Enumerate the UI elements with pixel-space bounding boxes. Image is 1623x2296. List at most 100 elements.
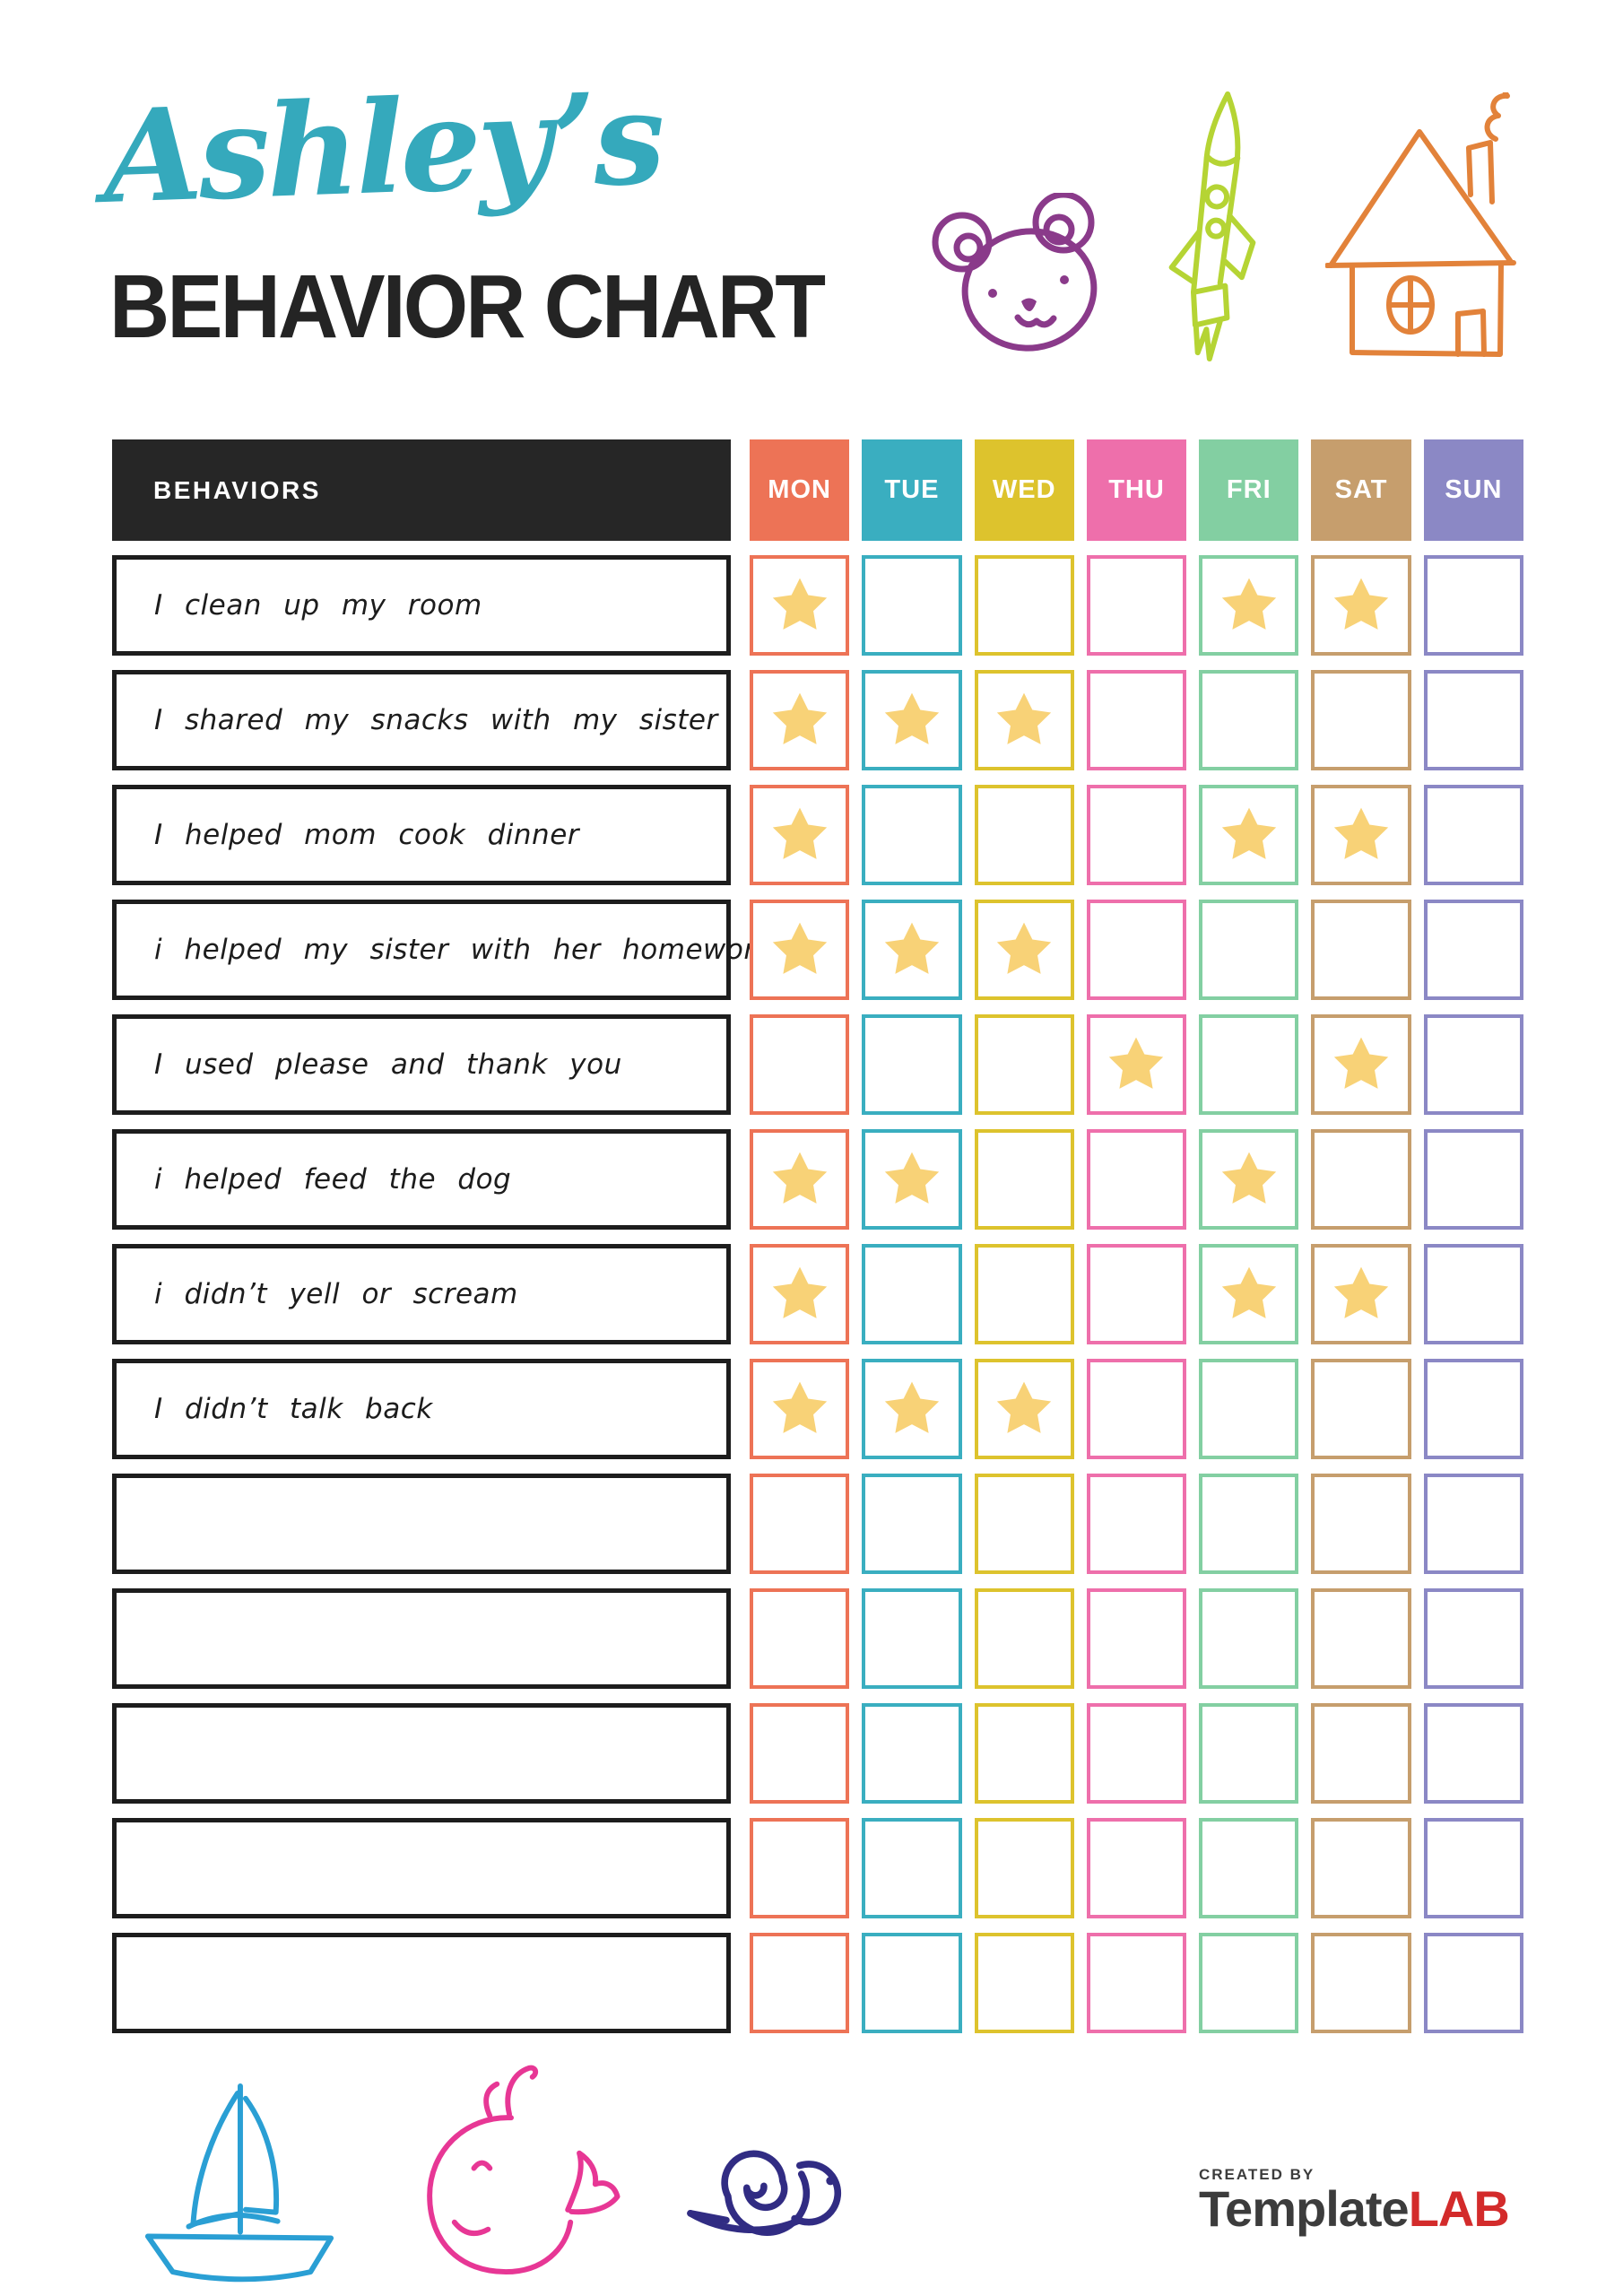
day-header-label: TUE <box>884 475 940 504</box>
day-cells <box>750 1474 1523 1574</box>
day-cell-sat <box>1311 785 1411 885</box>
day-cell-tue <box>862 1474 962 1574</box>
day-cell-sat <box>1311 1703 1411 1804</box>
day-cells <box>750 1933 1523 2033</box>
behavior-label-box <box>112 1703 731 1804</box>
day-cell-thu <box>1086 1129 1187 1230</box>
day-cell-wed <box>974 900 1074 1000</box>
day-cell-tue <box>862 1244 962 1344</box>
behavior-label: I didn’t talk back <box>154 1393 433 1425</box>
behavior-label-box: I shared my snacks with my sister <box>112 670 731 770</box>
day-cell-mon <box>750 1359 850 1459</box>
day-cells <box>750 785 1523 885</box>
sailboat-icon <box>133 2079 343 2283</box>
day-cell-sat <box>1311 555 1411 656</box>
star-icon <box>772 807 827 859</box>
behavior-label-box: i helped my sister with her homework <box>112 900 772 1000</box>
day-cell-sun <box>1423 1933 1523 2033</box>
behavior-label: i didn’t yell or scream <box>154 1278 518 1310</box>
day-cell-mon <box>750 785 850 885</box>
day-cell-mon <box>750 1818 850 1918</box>
day-cell-tue <box>862 1703 962 1804</box>
behavior-label-box <box>112 1588 731 1689</box>
day-cell-fri <box>1199 1818 1299 1918</box>
behavior-label: I helped mom cook dinner <box>154 819 580 851</box>
house-icon <box>1325 92 1532 363</box>
day-cell-fri <box>1199 1014 1299 1115</box>
behavior-label: I shared my snacks with my sister <box>154 704 718 736</box>
behavior-row: I used please and thank you <box>112 1014 1523 1115</box>
day-cell-thu <box>1086 1933 1187 2033</box>
day-header-mon: MON <box>750 439 850 541</box>
snail-icon <box>655 2109 868 2257</box>
day-cell-thu <box>1086 1014 1187 1115</box>
star-icon <box>1109 1037 1164 1089</box>
whale-icon <box>402 2061 621 2278</box>
behavior-label: i helped feed the dog <box>154 1163 512 1196</box>
day-cell-mon <box>750 555 850 656</box>
day-header-wed: WED <box>974 439 1074 541</box>
child-name: Ashley’s <box>100 64 664 232</box>
day-cell-fri <box>1199 670 1299 770</box>
day-cell-wed <box>974 1933 1074 2033</box>
day-cell-sat <box>1311 1014 1411 1115</box>
day-cell-thu <box>1086 785 1187 885</box>
day-cell-mon <box>750 1014 850 1115</box>
star-icon <box>772 1152 827 1204</box>
brand-logo: CREATED BY TemplateLAB <box>1199 2167 1510 2234</box>
day-cell-wed <box>974 1474 1074 1574</box>
star-icon <box>884 922 940 974</box>
day-cell-wed <box>974 555 1074 656</box>
day-cell-fri <box>1199 1474 1299 1574</box>
day-cell-wed <box>974 1703 1074 1804</box>
day-cell-wed <box>974 1588 1074 1689</box>
day-header-tue: TUE <box>862 439 962 541</box>
star-icon <box>1333 1266 1389 1318</box>
day-cell-wed <box>974 1129 1074 1230</box>
star-icon <box>772 692 827 744</box>
star-icon <box>1333 807 1389 859</box>
day-cell-wed <box>974 1014 1074 1115</box>
behavior-row <box>112 1933 1523 2033</box>
star-icon <box>997 1381 1052 1433</box>
day-cell-mon <box>750 1474 850 1574</box>
day-cell-mon <box>750 1588 850 1689</box>
rocket-doodle <box>1168 91 1256 362</box>
behavior-row <box>112 1474 1523 1574</box>
day-cell-tue <box>862 555 962 656</box>
day-cell-sun <box>1423 555 1523 656</box>
day-headers: MON TUE WED THU FRI SAT SUN <box>750 439 1523 541</box>
day-header-sun: SUN <box>1423 439 1523 541</box>
star-icon <box>1333 578 1389 630</box>
day-cell-thu <box>1086 900 1187 1000</box>
brand-name: TemplateLAB <box>1199 2184 1510 2234</box>
star-icon <box>1221 1152 1276 1204</box>
star-icon <box>884 1381 940 1433</box>
star-icon <box>1221 807 1276 859</box>
star-icon <box>772 578 827 630</box>
day-cell-mon <box>750 1933 850 2033</box>
day-cell-tue <box>862 785 962 885</box>
day-header-fri: FRI <box>1199 439 1299 541</box>
day-header-sat: SAT <box>1311 439 1411 541</box>
day-cell-sun <box>1423 1474 1523 1574</box>
day-cell-sun <box>1423 900 1523 1000</box>
behavior-row: i didn’t yell or scream <box>112 1244 1523 1344</box>
day-cell-mon <box>750 900 850 1000</box>
star-icon <box>772 922 827 974</box>
day-cell-sun <box>1423 1703 1523 1804</box>
day-cell-sun <box>1423 1359 1523 1459</box>
day-cells <box>750 900 1523 1000</box>
behavior-row <box>112 1703 1523 1804</box>
behavior-label: i helped my sister with her homework <box>154 934 773 966</box>
day-cells <box>750 1359 1523 1459</box>
behaviors-header-label: BEHAVIORS <box>153 475 321 504</box>
behavior-rows: I clean up my room I shared my snacks wi… <box>112 555 1523 2033</box>
day-cell-sat <box>1311 1818 1411 1918</box>
behavior-label-box: i helped feed the dog <box>112 1129 731 1230</box>
behavior-row <box>112 1818 1523 1918</box>
day-cell-mon <box>750 670 850 770</box>
day-cell-thu <box>1086 1818 1187 1918</box>
day-cell-sun <box>1423 1129 1523 1230</box>
